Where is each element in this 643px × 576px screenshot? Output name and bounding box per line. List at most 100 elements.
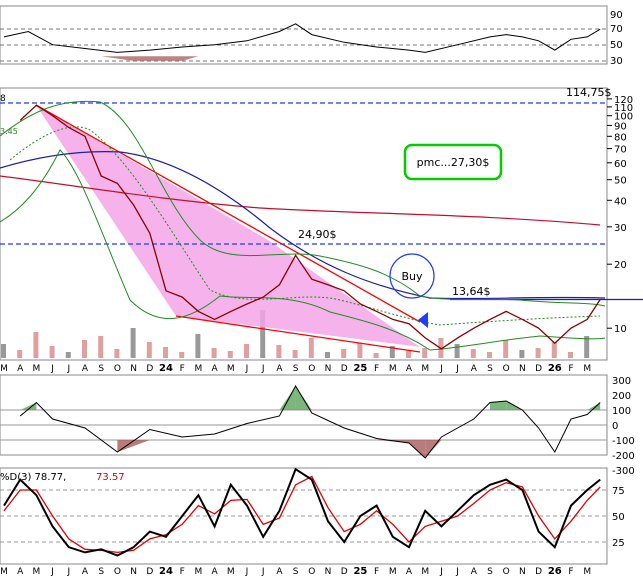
time-tick-label: S (293, 364, 299, 374)
price-tick-label: 40 (614, 196, 627, 207)
time-tick-label: J (261, 364, 265, 374)
cmo-fill-segment (117, 440, 150, 452)
time-tick-label: 24 (159, 566, 173, 576)
price-tick-label: 60 (614, 159, 627, 170)
ma-short-upper (0, 100, 606, 307)
volume-bar (276, 345, 282, 358)
volume-bar (503, 340, 509, 358)
volume-bar (535, 348, 541, 358)
time-tick-label: J (455, 567, 459, 576)
volume-bar (33, 332, 39, 358)
mid-label: 24,90$ (298, 228, 337, 241)
rsi-oversold-fill (101, 56, 199, 61)
price-tick-label: 30 (614, 223, 627, 234)
rsi-fill (101, 56, 199, 61)
volume-bar (65, 352, 71, 358)
time-tick-label: J (439, 567, 443, 576)
cmo-fill-segment (587, 402, 601, 410)
cmo-tick-label: -100 (612, 436, 635, 447)
time-tick-label: O (308, 364, 315, 374)
falling-wedge-shade (36, 105, 420, 347)
time-tick-label: O (503, 364, 510, 374)
stoch-header-value: 73.57 (96, 472, 125, 483)
price-tick-label: 80 (614, 132, 627, 143)
time-tick-label: 25 (353, 566, 367, 576)
price-panel-frame (0, 87, 608, 361)
price-line (19, 104, 601, 350)
cmo-tick-label: 100 (612, 406, 631, 417)
time-tick-label: N (325, 364, 332, 374)
time-tick-label: M (421, 364, 429, 374)
time-tick-label: M (227, 567, 235, 576)
time-tick-label: M (421, 567, 429, 576)
volume-bar (195, 334, 201, 358)
rsi-tick-label: 50 (610, 40, 623, 51)
time-tick-label: 25 (353, 363, 367, 374)
time-tick-label: N (325, 567, 332, 576)
time-tick-label: N (130, 364, 137, 374)
rsi-panel: 90 70 50 30 (0, 10, 623, 67)
volume-bar (49, 346, 55, 358)
price-tick-label: 100 (614, 112, 633, 123)
ma-mid (0, 151, 606, 300)
stoch-axis: 75 50 25 (612, 486, 625, 549)
high-label: 114,75$ (566, 86, 612, 99)
time-tick-label: M (195, 567, 203, 576)
volume-bar (454, 344, 460, 358)
volume-bar (211, 348, 217, 358)
volume-bar (98, 336, 104, 358)
time-axis-stoch: M A M J J A S O N D 24 F M A M J J A S O N D 25 F M A M J J A S O N D 26 F M (0, 566, 591, 576)
price-tick-label: 90 (614, 121, 627, 132)
pmc-box (403, 143, 503, 181)
volume-bar (389, 346, 395, 358)
time-tick-label: A (471, 364, 478, 374)
price-tick-label: 50 (614, 176, 627, 187)
ma-long (0, 175, 601, 226)
time-tick-label: J (245, 567, 249, 576)
rsi-line (3, 23, 601, 53)
wedge-lower-line (175, 315, 421, 353)
time-tick-label: A (17, 567, 24, 576)
volume-bar (17, 350, 23, 358)
rsi-tick-label: 30 (610, 56, 623, 67)
volume-bar (114, 349, 120, 358)
time-tick-label: D (341, 567, 348, 576)
time-tick-label: A (82, 567, 89, 576)
time-tick-label: D (535, 364, 542, 374)
volume-bar (422, 348, 428, 358)
time-tick-label: N (130, 567, 137, 576)
volume-bar (487, 352, 492, 358)
time-tick-label: S (98, 364, 104, 374)
price-tick-label: 20 (614, 260, 627, 271)
panel-frames (0, 5, 608, 565)
time-tick-label: F (180, 364, 185, 374)
pmc-label: pmc...27,30$ (417, 156, 490, 169)
volume-bar (292, 350, 298, 358)
time-tick-label: A (212, 364, 219, 374)
buy-circle (389, 253, 435, 299)
time-tick-label: M (227, 364, 235, 374)
time-tick-label: F (374, 364, 379, 374)
time-tick-label: S (487, 364, 493, 374)
time-tick-label: O (114, 567, 121, 576)
time-tick-label: 26 (548, 363, 562, 374)
price-tick-label: 120 (614, 95, 633, 106)
time-tick-label: A (276, 364, 283, 374)
top-left-value-label: 3.45 (0, 127, 18, 136)
time-tick-label: O (114, 364, 121, 374)
wedge-upper-line (35, 104, 421, 323)
volume-bar (568, 352, 573, 358)
ma-dotted (9, 126, 601, 326)
time-tick-label: J (50, 567, 54, 576)
time-tick-label: F (180, 567, 185, 576)
volume-bar (130, 328, 136, 358)
price-tick-label: 110 (614, 103, 633, 114)
time-tick-label: A (212, 567, 219, 576)
time-tick-label: S (98, 567, 104, 576)
rsi-tick-label: 70 (610, 24, 623, 35)
price-tick-label: 70 (614, 145, 627, 156)
time-tick-label: D (341, 364, 348, 374)
stoch-panel: %D(3) 78.77, 73.57 75 50 25 (0, 467, 625, 557)
time-tick-label: 26 (548, 566, 562, 576)
